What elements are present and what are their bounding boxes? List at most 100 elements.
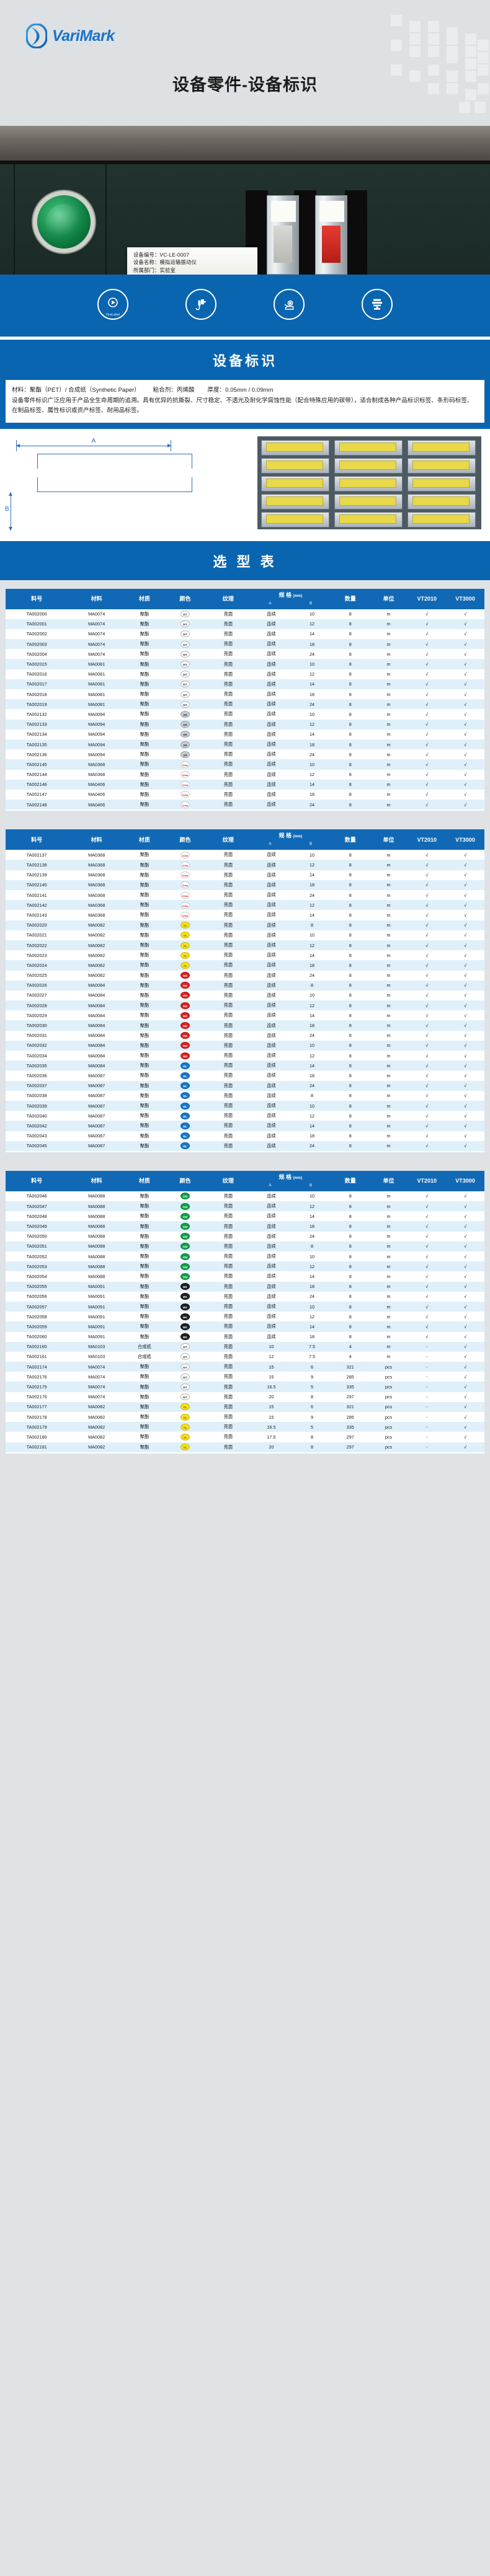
table-row[interactable]: TA002020 MA0082 聚酯 YL 亮面 连续 8 8 m √ √	[6, 920, 484, 930]
cell-4: 亮面	[223, 992, 233, 998]
table-row[interactable]: TA002058 MA0091 聚酯 BK 亮面 连续 12 8 m √ √	[6, 1312, 484, 1322]
table-row[interactable]: TA002137 MA0368 聚酯 Clear 亮面 连续 10 8 m √ √	[6, 850, 484, 860]
table-row[interactable]: TA002146 MA0406 聚酯 Clear 亮面 连续 14 8 m √ √	[6, 779, 484, 790]
table-row[interactable]: TA002139 MA0368 聚酯 Clear 亮面 连续 14 8 m √ √	[6, 870, 484, 880]
cell-5: 连续	[267, 1223, 276, 1229]
table-row[interactable]: TA002046 MA0088 聚酯 GN 亮面 连续 10 8 m √ √	[6, 1191, 484, 1202]
cell-6: 14	[309, 952, 315, 958]
table-row[interactable]: TA002004 MA0074 聚酯 WT 亮面 连续 24 8 m √ √	[6, 649, 484, 659]
table-row[interactable]: TA002052 MA0088 聚酯 GN 亮面 连续 10 8 m √ √	[6, 1251, 484, 1262]
cell-compat: √	[425, 671, 429, 677]
table-row[interactable]: TA002001 MA0074 聚酯 WT 亮面 连续 12 8 m √ √	[6, 619, 484, 629]
table-row[interactable]: TA002015 MA0081 聚酯 WT 亮面 连续 10 8 m √ √	[6, 659, 484, 669]
table-row[interactable]: TA002051 MA0088 聚酯 GN 亮面 连续 8 8 m √ √	[6, 1241, 484, 1251]
table-row[interactable]: TA002147 MA0406 聚酯 Clear 亮面 连续 18 8 m √ √	[6, 789, 484, 800]
table-row[interactable]: TA002026 MA0084 聚酯 RD 亮面 连续 8 8 m √ √	[6, 980, 484, 990]
selection-title-bar: 选 型 表	[0, 537, 490, 580]
play-label-icon[interactable]: YouLabel	[97, 289, 128, 320]
table-row[interactable]: TA002050 MA0088 聚酯 GN 亮面 连续 24 8 m √ √	[6, 1231, 484, 1242]
table-row[interactable]: TA002176 MA0074 聚酯 WT 亮面 15 9 285 pcs - √	[6, 1372, 484, 1382]
table-row[interactable]: TA002136 MA0094 聚酯 SR 亮面 连续 24 8 m √ √	[6, 749, 484, 760]
table-row[interactable]: TA002132 MA0094 聚酯 SR 亮面 连续 10 8 m √ √	[6, 709, 484, 720]
table-row[interactable]: TA002138 MA0368 聚酯 Clear 亮面 连续 12 8 m √ √	[6, 860, 484, 870]
table-row[interactable]: TA002035 MA0084 聚酯 BL 亮面 连续 14 8 m √ √	[6, 1061, 484, 1071]
table-row[interactable]: TA002038 MA0087 聚酯 BL 亮面 连续 8 8 m √ √	[6, 1090, 484, 1101]
cell-6: 12	[309, 942, 315, 948]
table-row[interactable]: TA002177 MA0082 聚酯 YL 亮面 15 6 321 pcs - √	[6, 1401, 484, 1412]
tape-dispenser-icon[interactable]	[274, 289, 305, 320]
cell-7: 8	[349, 1143, 352, 1149]
table-row[interactable]: TA002053 MA0088 聚酯 GN 亮面 连续 12 8 m √ √	[6, 1261, 484, 1272]
table-row[interactable]: TA002034 MA0084 聚酯 RD 亮面 连续 12 8 m √ √	[6, 1051, 484, 1061]
table-row[interactable]: TA002145 MA0368 聚酯 Clear 亮面 连续 10 8 m √ √	[6, 759, 484, 770]
table-row[interactable]: TA002048 MA0088 聚酯 GN 亮面 连续 14 8 m √ √	[6, 1211, 484, 1222]
table-row[interactable]: TA002025 MA0082 聚酯 RD 亮面 连续 24 8 m √ √	[6, 970, 484, 981]
table-row[interactable]: TA002003 MA0074 聚酯 WT 亮面 连续 18 8 m √ √	[6, 639, 484, 650]
table-row[interactable]: TA002040 MA0087 聚酯 BL 亮面 连续 12 8 m √ √	[6, 1111, 484, 1121]
table-row[interactable]: TA002178 MA0082 聚酯 YL 亮面 15 9 285 pcs - √	[6, 1412, 484, 1423]
cell-compat: √	[425, 1224, 429, 1230]
table-row[interactable]: TA002039 MA0087 聚酯 BL 亮面 连续 10 8 m √ √	[6, 1100, 484, 1111]
table-row[interactable]: TA002056 MA0091 聚酯 BK 亮面 连续 24 8 m √ √	[6, 1291, 484, 1302]
cell-compat: √	[464, 691, 467, 697]
cell-2: 聚酯	[140, 992, 149, 998]
power-plug-icon[interactable]	[185, 289, 216, 320]
table-row[interactable]: TA002160 MA0103 合成纸 WT 亮面 10 7.5 4 m - √	[6, 1341, 484, 1352]
table-row[interactable]: TA002180 MA0082 聚酯 YL 亮面 17.5 8 297 pcs - √	[6, 1432, 484, 1442]
table-row[interactable]: TA002141 MA0368 聚酯 Clear 亮面 连续 24 8 m √ √	[6, 890, 484, 901]
table-row[interactable]: TA002049 MA0088 聚酯 GN 亮面 连续 18 8 m √ √	[6, 1221, 484, 1232]
table-row[interactable]: TA002142 MA0368 聚酯 Clear 亮面 连续 12 8 m √ √	[6, 900, 484, 911]
cell-2: 聚酯	[140, 1002, 149, 1008]
table-row[interactable]: TA002134 MA0094 聚酯 SR 亮面 连续 14 8 m √ √	[6, 729, 484, 739]
table-row[interactable]: TA002016 MA0081 聚酯 WT 亮面 连续 12 8 m √ √	[6, 669, 484, 679]
table-row[interactable]: TA002002 MA0074 聚酯 WT 亮面 连续 14 8 m √ √	[6, 629, 484, 640]
table-row[interactable]: TA002161 MA0103 合成纸 WT 亮面 12 7.5 4 m - √	[6, 1351, 484, 1362]
table-row[interactable]: TA002133 MA0094 聚酯 SR 亮面 连续 12 8 m √ √	[6, 719, 484, 730]
table-row[interactable]: TA002143 MA0368 聚酯 Clear 亮面 连续 14 8 m √ √	[6, 910, 484, 920]
table-row[interactable]: TA002017 MA0081 聚酯 WT 亮面 连续 14 8 m √ √	[6, 679, 484, 689]
table-row[interactable]: TA002021 MA0082 聚酯 YL 亮面 连续 10 8 m √ √	[6, 930, 484, 940]
table-row[interactable]: TA002140 MA0368 聚酯 Clear 亮面 连续 18 8 m √ √	[6, 880, 484, 890]
label-printer-icon[interactable]	[362, 289, 393, 320]
table-row[interactable]: TA002036 MA0087 聚酯 BL 亮面 连续 18 8 m √ √	[6, 1070, 484, 1081]
table-row[interactable]: TA002023 MA0082 聚酯 YL 亮面 连续 14 8 m √ √	[6, 950, 484, 961]
table-row[interactable]: TA002019 MA0081 聚酯 WT 亮面 连续 24 8 m √ √	[6, 699, 484, 710]
table-row[interactable]: TA002027 MA0084 聚酯 RD 亮面 连续 10 8 m √ √	[6, 990, 484, 1001]
table-row[interactable]: TA002144 MA0368 聚酯 Clear 亮面 连续 12 8 m √ √	[6, 769, 484, 780]
table-row[interactable]: TA002030 MA0084 聚酯 RD 亮面 连续 18 8 m √ √	[6, 1020, 484, 1031]
table-row[interactable]: TA002148 MA0406 聚酯 Clear 亮面 连续 24 8 m √ √	[6, 800, 484, 810]
table-row[interactable]: TA002054 MA0088 聚酯 GN 亮面 连续 14 8 m √ √	[6, 1271, 484, 1282]
table-row[interactable]: TA002176 MA0074 聚酯 WT 亮面 20 8 297 pcs - √	[6, 1392, 484, 1402]
table-row[interactable]: TA002060 MA0091 聚酯 BK 亮面 连续 18 8 m √ √	[6, 1331, 484, 1342]
table-row[interactable]: TA002018 MA0081 聚酯 WT 亮面 连续 18 8 m √ √	[6, 689, 484, 700]
table-row[interactable]: TA002043 MA0087 聚酯 BL 亮面 连续 18 8 m √ √	[6, 1131, 484, 1141]
table-row[interactable]: TA002179 MA0082 聚酯 YL 亮面 16.5 5 335 pcs - √	[6, 1422, 484, 1432]
table-row[interactable]: TA002045 MA0087 聚酯 BL 亮面 连续 24 8 m √ √	[6, 1140, 484, 1151]
table-row[interactable]: TA002181 MA0082 聚酯 YL 亮面 20 8 297 pcs - √	[6, 1442, 484, 1452]
material-spec-line: 材料：聚酯（PET）/ 合成纸（Synthetic Paper） 粘合剂：丙烯酸…	[12, 386, 478, 396]
table-row[interactable]: TA002029 MA0084 聚酯 RD 亮面 连续 14 8 m √ √	[6, 1010, 484, 1021]
table-row[interactable]: TA002037 MA0087 聚酯 BL 亮面 连续 24 8 m √ √	[6, 1080, 484, 1091]
cell-1: MA0091	[88, 1284, 105, 1290]
table-row[interactable]: TA002174 MA0074 聚酯 WT 亮面 15 6 321 pcs - √	[6, 1362, 484, 1372]
table-row[interactable]: TA002175 MA0074 聚酯 WT 亮面 16.5 5 335 pcs - √	[6, 1382, 484, 1392]
cell-0: TA002043	[26, 1133, 47, 1139]
table-row[interactable]: TA002135 MA0094 聚酯 SR 亮面 连续 18 8 m √ √	[6, 739, 484, 750]
cell-4: 亮面	[223, 1072, 233, 1078]
table-row[interactable]: TA002042 MA0087 聚酯 BL 亮面 连续 14 8 m √ √	[6, 1121, 484, 1131]
cell-color: YL	[164, 1432, 207, 1442]
table-row[interactable]: TA002047 MA0088 聚酯 GN 亮面 连续 12 8 m √ √	[6, 1201, 484, 1212]
table-row[interactable]: TA002028 MA0084 聚酯 RD 亮面 连续 12 8 m √ √	[6, 1000, 484, 1011]
cell-8: m	[386, 1263, 391, 1269]
table-row[interactable]: TA002032 MA0084 聚酯 RD 亮面 连续 10 8 m √ √	[6, 1040, 484, 1051]
table-row[interactable]: TA002055 MA0091 聚酯 BK 亮面 连续 18 8 m √ √	[6, 1281, 484, 1292]
table-row[interactable]: TA002000 MA0074 聚酯 WT 亮面 连续 10 8 m √ √	[6, 609, 484, 619]
brand-logo[interactable]: VariMark	[25, 23, 115, 49]
cell-2: 聚酯	[140, 862, 149, 868]
table-row[interactable]: TA002031 MA0084 聚酯 RD 亮面 连续 24 8 m √ √	[6, 1030, 484, 1041]
table-row[interactable]: TA002022 MA0082 聚酯 YL 亮面 连续 12 8 m √ √	[6, 940, 484, 951]
table-row[interactable]: TA002024 MA0082 聚酯 YL 亮面 连续 18 8 m √ √	[6, 960, 484, 971]
table-row[interactable]: TA002057 MA0091 聚酯 BK 亮面 连续 10 8 m √ √	[6, 1301, 484, 1312]
cell-color: SR	[164, 739, 207, 749]
table-row[interactable]: TA002059 MA0091 聚酯 BK 亮面 连续 14 8 m √ √	[6, 1321, 484, 1332]
